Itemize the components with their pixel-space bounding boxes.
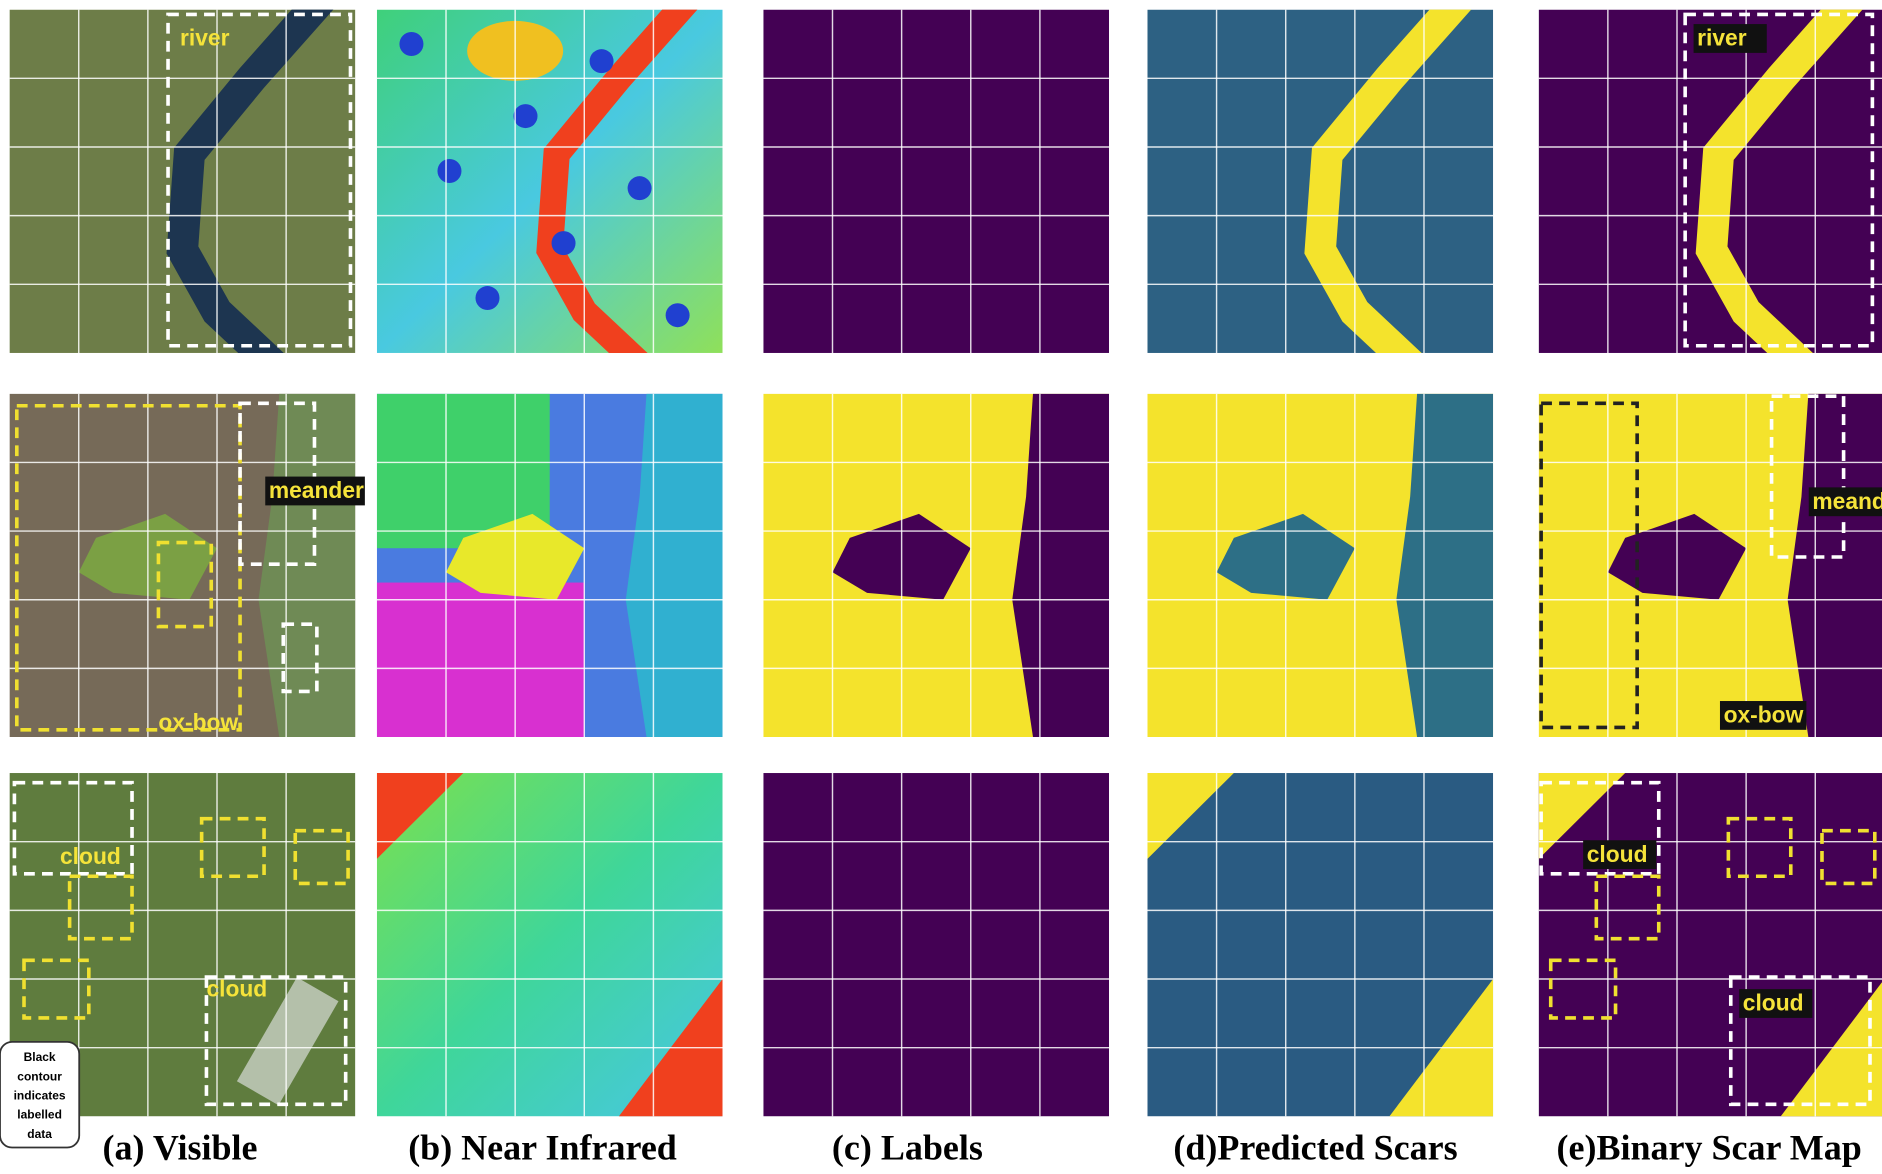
- caption: (e)Binary Scar Map: [1557, 1128, 1862, 1168]
- panel-content: [763, 10, 1109, 353]
- image-panel: [1147, 394, 1493, 737]
- panel-content: [1539, 394, 1882, 737]
- panel-content: [1147, 394, 1493, 737]
- image-panel: [1539, 0, 1882, 370]
- annotation: river: [180, 25, 230, 51]
- caption: (c) Labels: [832, 1128, 983, 1168]
- image-panel: [763, 394, 1109, 737]
- annotation: meander: [1812, 488, 1882, 514]
- nir-spot: [514, 104, 538, 128]
- note-line: labelled: [17, 1108, 62, 1122]
- panel-content: [1539, 0, 1882, 370]
- image-panel: [1147, 0, 1493, 370]
- image-panel: [763, 773, 1109, 1116]
- panel-content: [377, 773, 723, 1116]
- image-panel: [377, 0, 723, 370]
- panel-content: [1147, 773, 1493, 1116]
- image-panel: [377, 773, 723, 1116]
- note-line: contour: [17, 1069, 62, 1083]
- annotation: cloud: [60, 843, 121, 869]
- panel-content: [377, 394, 723, 737]
- annotation: river: [1697, 25, 1747, 51]
- caption: (b) Near Infrared: [408, 1128, 677, 1168]
- image-panel: [1147, 773, 1493, 1116]
- image-panel: [10, 394, 356, 737]
- image-panel: [377, 394, 723, 737]
- annotation: ox-bow: [158, 709, 238, 735]
- nir-spot: [666, 303, 690, 327]
- note-line: indicates: [14, 1089, 66, 1103]
- caption: (a) Visible: [103, 1128, 258, 1168]
- panel-content: [1539, 773, 1882, 1116]
- annotation: cloud: [1587, 841, 1648, 867]
- nir-spot: [552, 231, 576, 255]
- annotation: ox-bow: [1724, 702, 1804, 728]
- figure: river river meander meander ox-bow ox-bow clou…: [0, 0, 1882, 1174]
- image-panel: [1539, 773, 1882, 1116]
- panel-content: [10, 394, 356, 737]
- nir-spot: [437, 159, 461, 183]
- nir-spot: [590, 49, 614, 73]
- panel-content: [763, 394, 1109, 737]
- nir-spot: [399, 32, 423, 56]
- panel-background: [763, 10, 1109, 353]
- panel-background: [763, 773, 1109, 1116]
- image-panel: [763, 10, 1109, 353]
- caption: (d)Predicted Scars: [1173, 1128, 1457, 1168]
- nir-b: [377, 583, 584, 737]
- nir-spot: [475, 286, 499, 310]
- annotation: meander: [269, 477, 364, 503]
- image-panel: [1539, 394, 1882, 737]
- annotation: cloud: [206, 975, 267, 1001]
- note-line: Black: [24, 1050, 56, 1064]
- annotation: cloud: [1743, 990, 1804, 1016]
- panel-content: [1147, 0, 1493, 370]
- panel-content: [10, 0, 356, 370]
- panel-content: [763, 773, 1109, 1116]
- nir-spot: [628, 176, 652, 200]
- image-panel: [10, 0, 356, 370]
- panel-content: [377, 0, 723, 370]
- note-line: data: [27, 1127, 52, 1141]
- page: {"captions":["(a) Visible","(b) Near Inf…: [0, 0, 1882, 1174]
